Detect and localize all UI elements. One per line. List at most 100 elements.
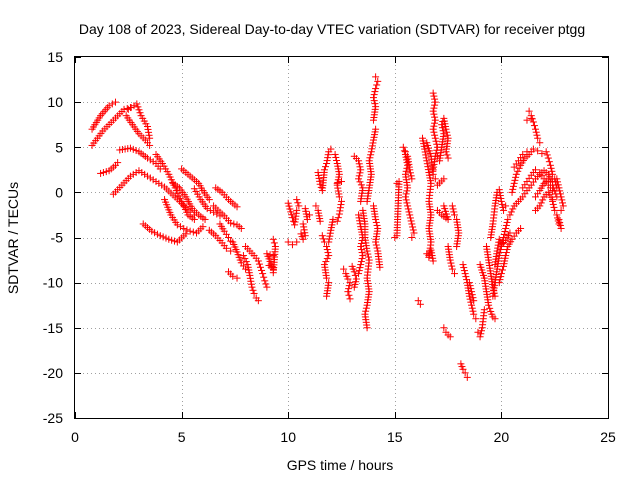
data-point [323, 274, 331, 282]
data-point [162, 234, 170, 242]
data-point [126, 144, 134, 152]
data-point [350, 283, 358, 291]
data-point [469, 294, 477, 302]
data-point [393, 179, 401, 187]
data-point [422, 154, 430, 162]
x-tick-label: 0 [71, 429, 79, 445]
data-point [146, 141, 154, 149]
data-point [468, 291, 476, 299]
data-point [406, 166, 414, 174]
data-point [127, 104, 135, 112]
data-point [269, 269, 277, 277]
data-point [325, 235, 333, 243]
data-point [430, 104, 438, 112]
data-point [502, 224, 510, 232]
y-axis-title: SDTVAR / TECUs [5, 182, 21, 294]
data-point [374, 77, 382, 85]
data-point [357, 261, 365, 269]
data-point [230, 220, 238, 228]
data-point [357, 181, 365, 189]
data-point [205, 196, 213, 204]
data-point [145, 131, 153, 139]
data-point [318, 232, 326, 240]
data-point [503, 246, 511, 254]
y-tick-label: 15 [47, 49, 63, 65]
data-point [429, 170, 437, 178]
data-point [322, 163, 330, 171]
data-point [370, 97, 378, 105]
data-point [222, 244, 230, 252]
data-point [414, 297, 422, 305]
data-point [497, 270, 505, 278]
data-point [246, 274, 254, 282]
data-point [534, 147, 542, 155]
data-point [368, 145, 376, 153]
data-point [498, 200, 506, 208]
data-point [551, 206, 559, 214]
data-point [123, 104, 131, 112]
data-point [431, 175, 439, 183]
data-point [554, 217, 562, 225]
data-point [559, 199, 567, 207]
data-point [530, 122, 538, 130]
data-point [431, 131, 439, 139]
data-point [340, 265, 348, 273]
data-point [229, 272, 237, 280]
data-point [315, 174, 323, 182]
data-point [544, 154, 552, 162]
data-point [559, 202, 567, 210]
data-point [431, 134, 439, 142]
data-point [170, 237, 178, 245]
data-point [431, 98, 439, 106]
data-point [432, 137, 440, 145]
data-point [363, 324, 371, 332]
data-point [306, 211, 314, 219]
data-point [346, 279, 354, 287]
data-point [494, 244, 502, 252]
data-point [336, 204, 344, 212]
data-point [324, 154, 332, 162]
data-point [263, 283, 271, 291]
data-point [372, 73, 380, 81]
data-point [363, 301, 371, 309]
data-point [288, 211, 296, 219]
data-point [260, 273, 268, 281]
data-point [135, 167, 143, 175]
data-point [143, 154, 151, 162]
data-point [542, 148, 550, 156]
data-point [430, 122, 438, 130]
data-point [508, 188, 516, 196]
data-point [144, 125, 152, 133]
data-point [495, 279, 503, 287]
data-point [186, 227, 194, 235]
data-point [404, 161, 412, 169]
y-tick-label: -20 [43, 365, 63, 381]
data-point [472, 315, 480, 323]
data-point [357, 246, 365, 254]
data-point [429, 89, 437, 97]
data-point [270, 239, 278, 247]
data-point [446, 333, 454, 341]
data-point [529, 118, 537, 126]
data-point [355, 172, 363, 180]
data-point [549, 170, 557, 178]
data-point [502, 221, 510, 229]
data-point [335, 210, 343, 218]
data-point [287, 208, 295, 216]
x-axis-title: GPS time / hours [287, 457, 394, 473]
data-point [146, 174, 154, 182]
data-point [401, 148, 409, 156]
data-point [500, 230, 508, 238]
data-point [345, 285, 353, 293]
data-point [138, 169, 146, 177]
data-point [498, 240, 506, 248]
data-point [501, 227, 509, 235]
data-point [258, 266, 266, 274]
data-point [326, 232, 334, 240]
data-point [325, 252, 333, 260]
y-tick-label: 10 [47, 94, 63, 110]
data-point [421, 148, 429, 156]
data-point [486, 304, 494, 312]
data-point [485, 301, 493, 309]
data-point [248, 283, 256, 291]
